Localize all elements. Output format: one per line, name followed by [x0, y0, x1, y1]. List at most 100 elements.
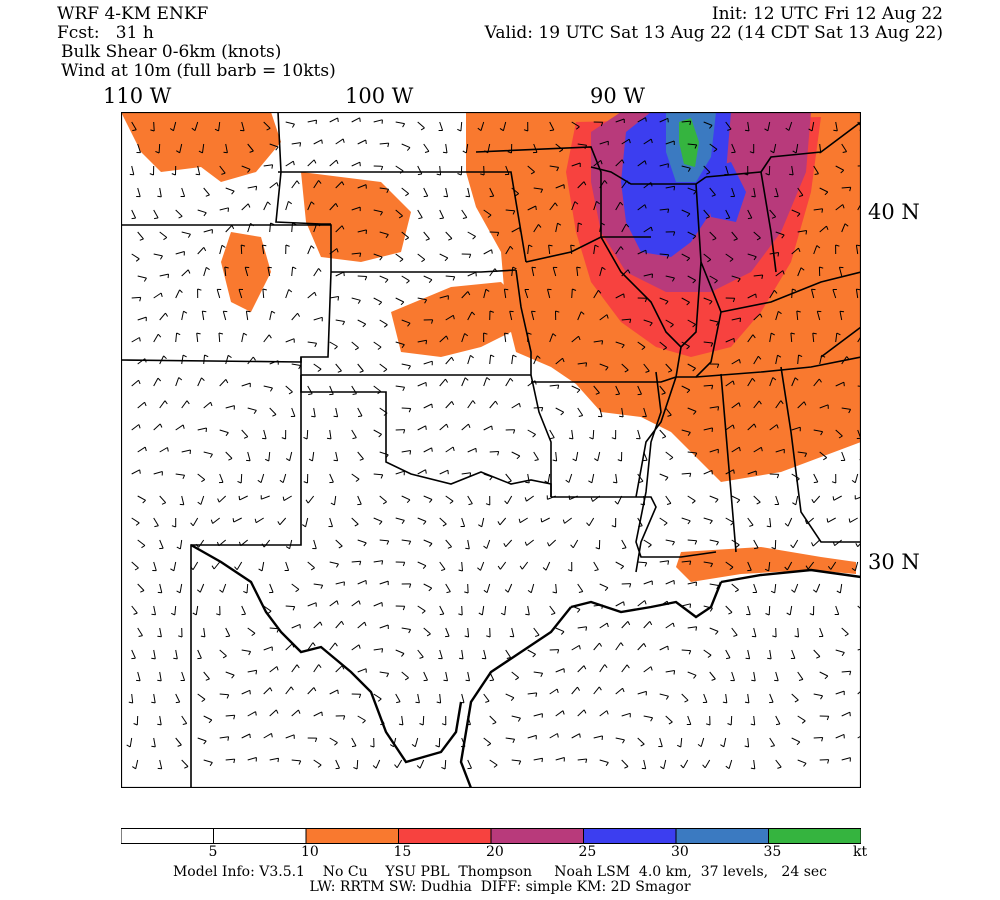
- wind-barb-flag: [436, 173, 441, 176]
- wind-barb-flag: [754, 547, 759, 550]
- wind-barb: [159, 355, 165, 365]
- wind-barb-flag: [176, 150, 180, 154]
- wind-barb-flag: [527, 332, 532, 335]
- wind-barb: [637, 517, 643, 527]
- wind-barb: [857, 385, 861, 387]
- wind-barb-flag: [572, 288, 577, 291]
- wind-barb-flag: [205, 194, 210, 197]
- wind-barb-flag: [441, 568, 446, 571]
- wind-barb-flag: [150, 129, 155, 132]
- wind-barb-flag: [638, 525, 643, 528]
- wind-barb: [681, 693, 689, 701]
- wind-barb-flag: [803, 762, 807, 767]
- wind-barb: [703, 605, 713, 609]
- wind-barb: [665, 140, 675, 145]
- wind-barb: [659, 341, 668, 349]
- wind-barb: [241, 689, 251, 695]
- wind-barb-flag: [512, 738, 516, 744]
- wind-barb: [445, 275, 455, 278]
- wind-barb: [225, 758, 235, 761]
- wind-barb-flag: [722, 701, 727, 704]
- wind-barb: [181, 187, 186, 197]
- wind-barb-flag: [443, 195, 448, 198]
- wind-barb-flag: [200, 635, 205, 638]
- wind-barb-flag: [495, 400, 499, 405]
- wind-barb: [797, 715, 806, 722]
- wind-barb: [173, 121, 177, 131]
- wind-barb: [417, 165, 423, 175]
- wind-barb: [549, 202, 556, 211]
- wind-barb: [709, 539, 719, 543]
- wind-barb: [841, 356, 848, 365]
- wind-barb: [203, 267, 207, 277]
- wind-barb: [480, 561, 485, 571]
- wind-barb-flag: [326, 437, 332, 440]
- wind-barb: [137, 446, 146, 453]
- wind-barb-flag: [670, 324, 674, 328]
- wind-barb: [681, 209, 691, 215]
- wind-barb: [305, 517, 309, 527]
- lon-label-110w: 110 W: [103, 84, 172, 108]
- wind-barb-flag: [600, 222, 605, 226]
- wind-barb: [291, 180, 298, 189]
- wind-barb: [533, 671, 543, 674]
- wind-barb: [467, 187, 471, 197]
- wind-barb-flag: [154, 217, 159, 220]
- wind-barb-flag: [267, 266, 272, 269]
- wind-barb: [854, 473, 859, 483]
- wind-barb-flag: [281, 437, 286, 440]
- wind-barb-flag: [233, 715, 236, 720]
- legend-swatch: [213, 828, 307, 844]
- wind-barb-flag: [276, 182, 279, 187]
- wind-barb: [555, 223, 558, 233]
- wind-barb: [731, 143, 736, 153]
- wind-barb-flag: [483, 545, 488, 549]
- wind-barb-flag: [167, 447, 169, 452]
- wind-barb-flag: [243, 590, 248, 594]
- wind-barb-flag: [750, 767, 755, 770]
- wind-barb: [775, 355, 778, 365]
- wind-barb-flag: [247, 168, 251, 173]
- wind-barb-flag: [140, 590, 145, 593]
- wind-barb: [335, 225, 343, 233]
- wind-barb: [665, 539, 675, 543]
- wind-barb: [747, 423, 755, 431]
- wind-barb: [445, 187, 449, 197]
- wind-barb-flag: [290, 686, 294, 691]
- wind-barb: [439, 209, 445, 219]
- wind-barb: [704, 759, 711, 769]
- wind-barb: [643, 580, 653, 585]
- wind-barb-flag: [841, 652, 845, 657]
- wind-barb: [531, 311, 535, 321]
- wind-barb-flag: [219, 589, 223, 593]
- wind-barb: [263, 334, 270, 343]
- wind-barb-flag: [645, 370, 650, 373]
- wind-barb-flag: [485, 288, 490, 292]
- wind-barb: [511, 187, 520, 194]
- wind-barb: [775, 448, 785, 453]
- wind-barb: [753, 400, 760, 409]
- wind-barb-flag: [157, 333, 162, 338]
- wind-barb: [549, 429, 555, 438]
- wind-barb: [351, 560, 361, 563]
- wind-barb-flag: [667, 560, 670, 565]
- wind-barb-flag: [715, 631, 719, 635]
- wind-barb-flag: [575, 126, 580, 130]
- wind-barb: [483, 425, 492, 431]
- wind-barb: [773, 143, 777, 153]
- wind-barb-flag: [377, 391, 382, 395]
- wind-barb: [467, 627, 470, 638]
- wind-barb-flag: [206, 266, 210, 271]
- wind-barb: [526, 539, 535, 546]
- wind-barb: [335, 759, 340, 769]
- wind-barb: [197, 649, 202, 659]
- wind-barb-flag: [183, 310, 188, 314]
- wind-barb: [797, 451, 807, 454]
- wind-barb: [791, 209, 801, 215]
- wind-barb-flag: [626, 180, 630, 185]
- wind-barb: [175, 693, 181, 703]
- wind-barb: [224, 266, 227, 277]
- wind-barb-flag: [268, 334, 272, 339]
- wind-barb: [483, 649, 487, 659]
- wind-barb: [767, 121, 771, 131]
